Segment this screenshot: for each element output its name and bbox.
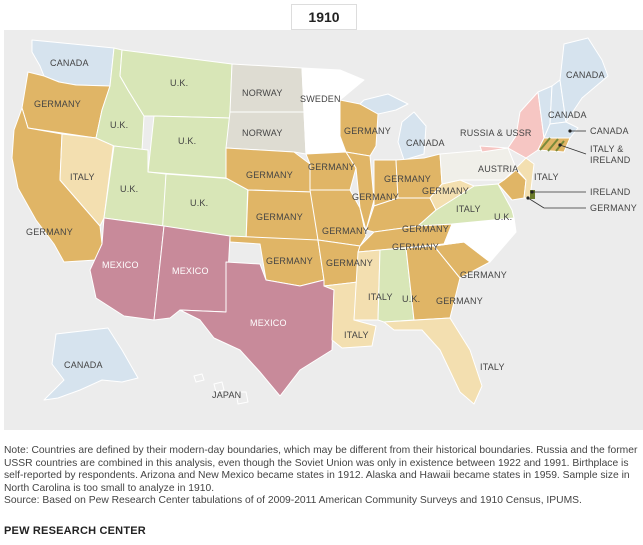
label-ut: U.K. xyxy=(120,184,138,194)
label-wy: U.K. xyxy=(178,136,196,146)
label-fl: ITALY xyxy=(480,362,505,372)
note-text: Note: Countries are defined by their mod… xyxy=(4,445,638,494)
label-hi: JAPAN xyxy=(212,390,241,400)
state-ak xyxy=(43,327,139,401)
label-wa: CANADA xyxy=(50,58,89,68)
label-ma-callout: CANADA xyxy=(590,126,629,136)
label-sd: NORWAY xyxy=(242,128,283,138)
label-ca: GERMANY xyxy=(26,227,73,237)
label-ak: CANADA xyxy=(64,360,103,370)
label-italy-ireland-line2: IRELAND xyxy=(590,155,631,165)
footnote: Note: Countries are defined by their mod… xyxy=(4,445,640,508)
label-nd: NORWAY xyxy=(242,88,283,98)
label-az: MEXICO xyxy=(102,260,139,270)
label-la: ITALY xyxy=(344,330,369,340)
label-oh: GERMANY xyxy=(422,186,469,196)
label-nm: MEXICO xyxy=(172,266,209,276)
label-ireland-callout: IRELAND xyxy=(590,187,631,197)
callout-dots xyxy=(526,129,572,200)
label-va: U.K. xyxy=(494,212,512,222)
label-ok: GERMANY xyxy=(266,256,313,266)
label-sc: GERMANY xyxy=(460,270,507,280)
label-ar: GERMANY xyxy=(326,258,373,268)
state-mi-upper xyxy=(359,93,409,115)
label-ia: GERMANY xyxy=(308,162,355,172)
label-in: GERMANY xyxy=(384,174,431,184)
label-mn: SWEDEN xyxy=(300,94,341,104)
label-il: GERMANY xyxy=(352,192,399,202)
source-text: Source: Based on Pew Research Center tab… xyxy=(4,495,582,507)
label-ne: GERMANY xyxy=(246,170,293,180)
label-vt: CANADA xyxy=(548,110,587,120)
label-germany-callout: GERMANY xyxy=(590,203,637,213)
label-co: U.K. xyxy=(190,198,208,208)
state-fl xyxy=(383,317,483,405)
state-hi xyxy=(193,373,249,405)
label-wi: GERMANY xyxy=(344,126,391,136)
label-ks: GERMANY xyxy=(256,212,303,222)
us-map-svg: CANADA GERMANY GERMANY ITALY U.K. U.K. U… xyxy=(4,30,643,430)
state-sd xyxy=(225,111,307,155)
label-id: U.K. xyxy=(110,120,128,130)
label-me: CANADA xyxy=(566,70,605,80)
label-wv: ITALY xyxy=(456,204,481,214)
state-mi xyxy=(397,111,427,161)
label-al: U.K. xyxy=(402,294,420,304)
label-ky: GERMANY xyxy=(402,224,449,234)
state-ga xyxy=(405,245,461,321)
map-year-title: 1910 xyxy=(291,4,357,30)
label-ny: RUSSIA & USSR xyxy=(460,128,532,138)
label-mo: GERMANY xyxy=(322,226,369,236)
label-or: GERMANY xyxy=(34,99,81,109)
label-italy-ireland-callout: ITALY & IRELAND xyxy=(590,144,631,165)
label-italy-ireland-line1: ITALY & xyxy=(590,144,623,154)
state-wy xyxy=(147,115,231,179)
label-mi: CANADA xyxy=(406,138,445,148)
delaware-ireland-patch xyxy=(530,190,535,199)
pew-brand: PEW RESEARCH CENTER xyxy=(4,525,146,537)
label-nj: ITALY xyxy=(534,172,559,182)
label-ga: GERMANY xyxy=(436,296,483,306)
label-mt: U.K. xyxy=(170,78,188,88)
us-map: CANADA GERMANY GERMANY ITALY U.K. U.K. U… xyxy=(4,30,643,430)
callout-lines xyxy=(527,130,587,209)
label-tn: GERMANY xyxy=(392,242,439,252)
label-ms: ITALY xyxy=(368,292,393,302)
state-tx xyxy=(179,261,335,397)
label-pa: AUSTRIA xyxy=(478,164,518,174)
label-tx: MEXICO xyxy=(250,318,287,328)
label-nv: ITALY xyxy=(70,172,95,182)
state-me xyxy=(559,37,609,123)
